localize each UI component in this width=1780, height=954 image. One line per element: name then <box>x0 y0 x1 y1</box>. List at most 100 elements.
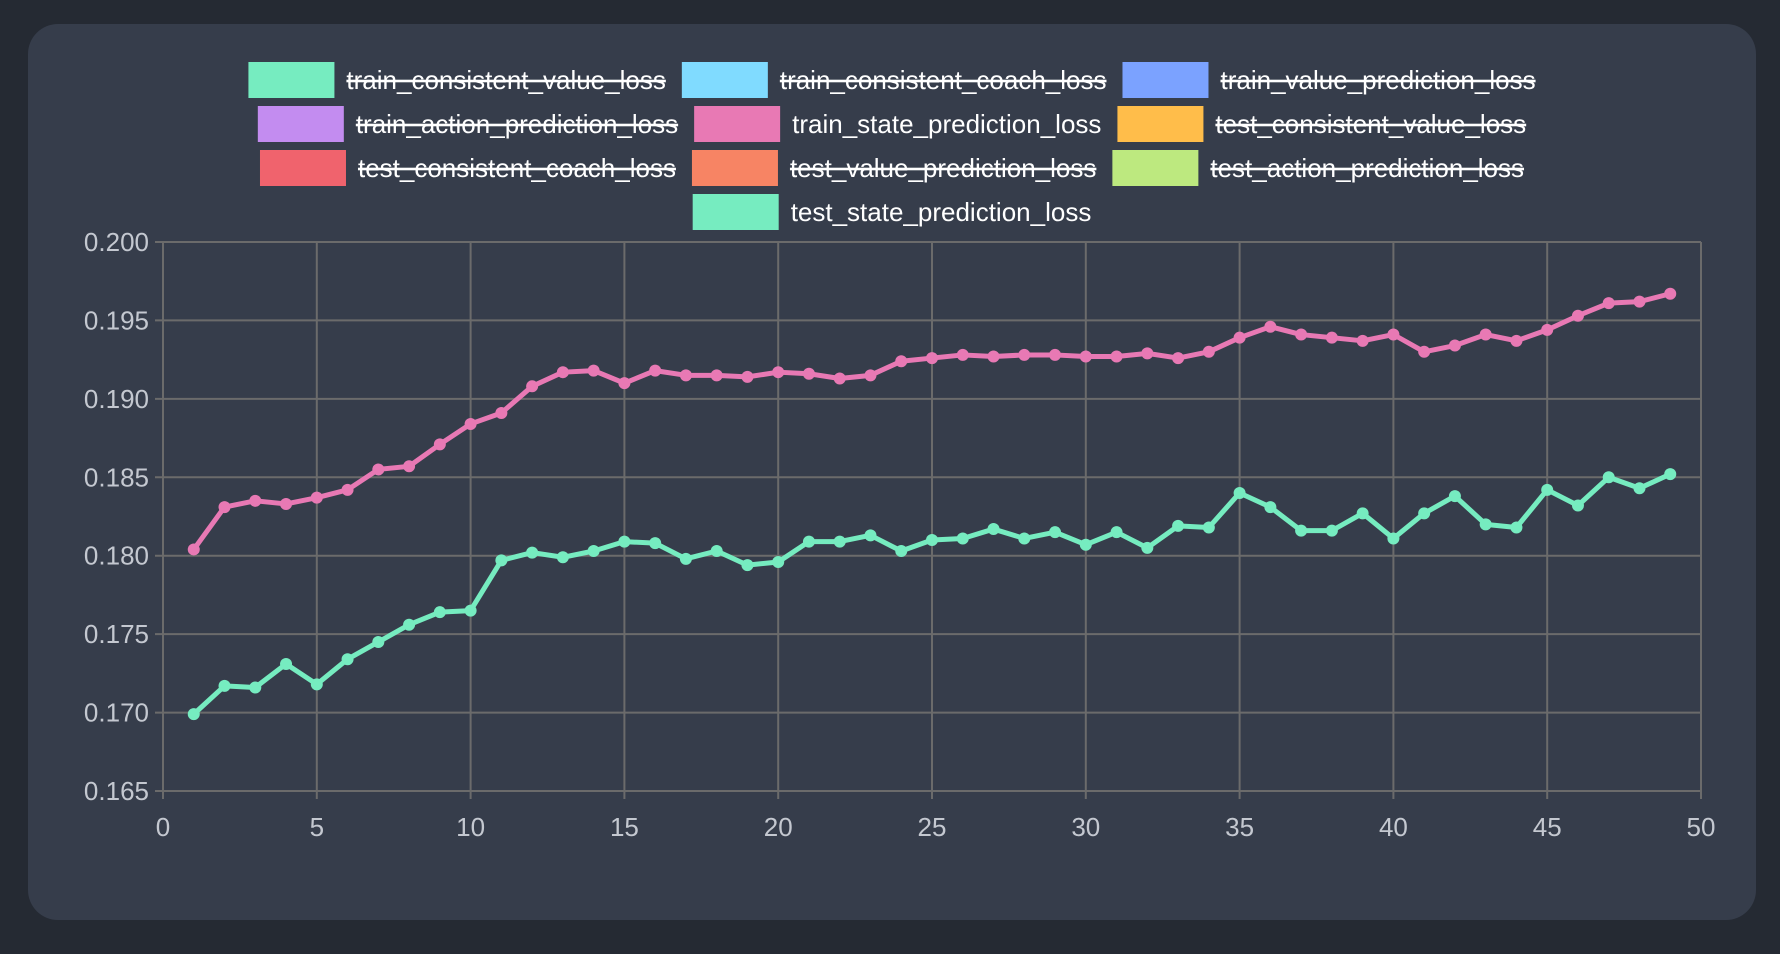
data-point[interactable] <box>926 352 938 365</box>
data-point[interactable] <box>587 545 600 558</box>
data-point[interactable] <box>1079 538 1092 551</box>
data-point[interactable] <box>495 406 508 419</box>
data-point[interactable] <box>1510 334 1523 347</box>
data-point[interactable] <box>372 463 385 476</box>
data-point[interactable] <box>1602 297 1615 310</box>
legend-item[interactable]: test_state_prediction_loss <box>692 194 1092 230</box>
data-point[interactable] <box>310 491 323 504</box>
data-point[interactable] <box>1295 328 1308 341</box>
data-point[interactable] <box>1664 468 1677 481</box>
data-point[interactable] <box>1325 331 1338 344</box>
data-point[interactable] <box>1264 320 1277 333</box>
data-point[interactable] <box>618 535 631 548</box>
data-point[interactable] <box>741 370 754 383</box>
data-point[interactable] <box>1633 295 1646 308</box>
legend-item[interactable]: train_consistent_value_loss <box>248 62 666 98</box>
data-point[interactable] <box>1233 486 1246 499</box>
data-point[interactable] <box>1387 532 1400 545</box>
data-point[interactable] <box>433 438 446 451</box>
data-point[interactable] <box>1202 345 1215 358</box>
data-point[interactable] <box>649 537 662 550</box>
data-point[interactable] <box>1049 348 1062 361</box>
data-point[interactable] <box>1356 507 1369 520</box>
data-point[interactable] <box>1418 345 1431 358</box>
data-point[interactable] <box>956 532 969 545</box>
data-point[interactable] <box>833 372 846 385</box>
data-point[interactable] <box>772 555 785 568</box>
data-point[interactable] <box>1479 518 1492 531</box>
data-point[interactable] <box>1541 483 1554 496</box>
data-point[interactable] <box>802 535 815 548</box>
legend-item[interactable]: test_consistent_coach_loss <box>259 150 676 186</box>
data-point[interactable] <box>1571 499 1584 512</box>
data-point[interactable] <box>1448 339 1461 352</box>
data-point[interactable] <box>1202 521 1215 534</box>
data-point[interactable] <box>526 546 539 559</box>
data-point[interactable] <box>1418 507 1431 520</box>
data-point[interactable] <box>1264 501 1277 514</box>
data-point[interactable] <box>1141 347 1154 360</box>
data-point[interactable] <box>1541 323 1554 336</box>
data-point[interactable] <box>1018 348 1031 361</box>
data-point[interactable] <box>618 377 631 390</box>
data-point[interactable] <box>895 545 908 558</box>
data-point[interactable] <box>187 543 200 556</box>
data-point[interactable] <box>1387 328 1400 341</box>
data-point[interactable] <box>1325 524 1338 537</box>
data-point[interactable] <box>987 523 1000 536</box>
data-point[interactable] <box>1448 490 1461 503</box>
data-point[interactable] <box>1510 521 1523 534</box>
data-point[interactable] <box>772 366 785 379</box>
data-point[interactable] <box>1664 287 1677 300</box>
data-point[interactable] <box>895 355 908 368</box>
data-point[interactable] <box>1571 309 1584 322</box>
data-point[interactable] <box>372 635 385 648</box>
data-point[interactable] <box>1172 519 1185 532</box>
data-point[interactable] <box>1141 541 1154 554</box>
data-point[interactable] <box>741 559 754 572</box>
data-point[interactable] <box>495 554 508 567</box>
data-point[interactable] <box>710 369 723 382</box>
data-point[interactable] <box>280 497 293 510</box>
data-point[interactable] <box>403 618 416 631</box>
data-point[interactable] <box>218 501 231 514</box>
legend-item[interactable]: test_value_prediction_loss <box>691 150 1096 186</box>
data-point[interactable] <box>249 494 262 507</box>
data-point[interactable] <box>1018 532 1031 545</box>
legend-item[interactable]: train_value_prediction_loss <box>1122 62 1536 98</box>
data-point[interactable] <box>864 529 877 542</box>
data-point[interactable] <box>864 369 877 382</box>
data-point[interactable] <box>679 369 692 382</box>
data-point[interactable] <box>926 534 938 547</box>
data-point[interactable] <box>956 348 969 361</box>
data-point[interactable] <box>310 678 323 691</box>
data-point[interactable] <box>987 350 1000 363</box>
data-point[interactable] <box>280 657 293 670</box>
data-point[interactable] <box>649 364 662 377</box>
data-point[interactable] <box>1233 331 1246 344</box>
data-point[interactable] <box>1049 526 1062 539</box>
data-point[interactable] <box>1295 524 1308 537</box>
data-point[interactable] <box>464 417 477 430</box>
data-point[interactable] <box>802 367 815 380</box>
data-point[interactable] <box>556 366 569 379</box>
legend-item[interactable]: test_action_prediction_loss <box>1112 150 1524 186</box>
legend-item[interactable]: train_state_prediction_loss <box>694 106 1101 142</box>
data-point[interactable] <box>187 708 200 721</box>
data-point[interactable] <box>1356 334 1369 347</box>
data-point[interactable] <box>1079 350 1092 363</box>
data-point[interactable] <box>587 364 600 377</box>
data-point[interactable] <box>1172 352 1185 365</box>
data-point[interactable] <box>833 535 846 548</box>
data-point[interactable] <box>464 604 477 617</box>
data-point[interactable] <box>526 380 539 393</box>
legend-item[interactable]: test_consistent_value_loss <box>1117 106 1526 142</box>
data-point[interactable] <box>1110 526 1123 539</box>
data-point[interactable] <box>679 552 692 565</box>
data-point[interactable] <box>1602 471 1615 484</box>
data-point[interactable] <box>218 679 231 692</box>
data-point[interactable] <box>433 606 446 619</box>
data-point[interactable] <box>710 545 723 558</box>
data-point[interactable] <box>341 653 354 666</box>
legend-item[interactable]: train_consistent_coach_loss <box>681 62 1107 98</box>
